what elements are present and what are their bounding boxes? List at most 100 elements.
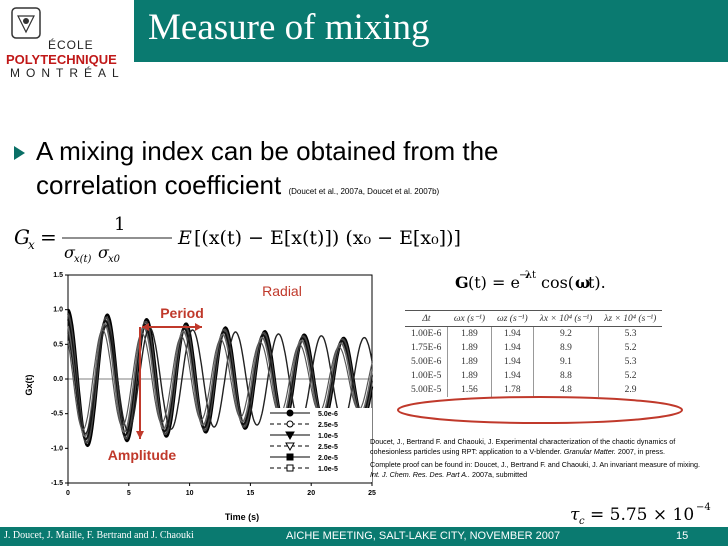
logo-line1: ÉCOLE xyxy=(48,38,94,52)
tau-formula: τ c = 5.75 × 10 −4 xyxy=(570,502,711,527)
svg-text:[(x(t) − E[x(t)]) (x₀ − E[x₀]): [(x(t) − E[x(t)]) (x₀ − E[x₀])] xyxy=(194,227,461,249)
table-cell: 5.2 xyxy=(597,341,663,355)
table-body: 1.00E-6 1.89 1.94 9.2 5.3 1.75E-6 1.89 1.94 8.9 5… xyxy=(405,326,663,397)
school-logo: ÉCOLE POLYTECHNIQUE MONTRÉAL xyxy=(0,0,134,80)
chart-tick-labels: 0 5 10 15 20 25 1.5 1.0 0.5 0.0 -0.5 -1.0 -1.5 xyxy=(51,272,376,497)
y-tick-label: 1.5 xyxy=(53,272,63,279)
chart-legend-items: 5.0e-6 2.5e-5 1.0e-5 2.5e-5 2.0e-5 1.0e-5 xyxy=(270,409,338,473)
footer-bar xyxy=(0,527,728,546)
table-row: 1.00E-5 1.89 1.94 8.8 5.2 xyxy=(405,369,663,383)
table-cell: 8.8 xyxy=(533,369,599,383)
y-tick-label: 1.0 xyxy=(53,307,63,314)
footer-authors: J. Doucet, J. Maille, F. Bertrand and J.… xyxy=(4,530,194,541)
footer-meeting: AICHE MEETING, SALT-LAKE CITY, NOVEMBER … xyxy=(286,530,561,542)
table-cell: 1.89 xyxy=(447,355,492,369)
y-tick-label: 0.5 xyxy=(53,341,63,348)
reference-2-journal: Int. J. Chem. Res. Des. Part A.. xyxy=(370,470,470,479)
svg-text:−: − xyxy=(519,270,527,281)
svg-text:=: = xyxy=(40,225,57,249)
svg-text:x0: x0 xyxy=(108,254,121,265)
svg-text:λ: λ xyxy=(525,270,532,281)
mixing-index-formula: G x = 1 σ x(t) σ x0 E [(x(t) − E[x(t)]) … xyxy=(14,214,461,265)
legend-marker-icon xyxy=(286,409,294,417)
references: Doucet, J., Bertrand F. and Chaouki, J. … xyxy=(370,437,710,480)
reference-1: Doucet, J., Bertrand F. and Chaouki, J. … xyxy=(370,437,710,457)
table-cell: 1.94 xyxy=(490,326,534,341)
chart-annotation-amplitude: Amplitude xyxy=(108,447,177,463)
table-row: 1.00E-6 1.89 1.94 9.2 5.3 xyxy=(405,326,663,341)
svg-text:(t) = e: (t) = e xyxy=(468,273,520,292)
highlight-ellipse xyxy=(397,396,683,424)
reference-1-text: Doucet, J., Bertrand F. and Chaouki, J. … xyxy=(370,437,676,456)
table-cell: 5.00E-5 xyxy=(411,385,442,395)
chart-series-line xyxy=(67,324,373,435)
table-cell: 1.89 xyxy=(447,369,492,383)
chart-legend xyxy=(264,408,372,482)
x-tick-label: 5 xyxy=(127,490,131,497)
y-tick-label: -0.5 xyxy=(51,411,63,418)
title-bar xyxy=(134,0,728,62)
table-row: 5.00E-6 1.89 1.94 9.1 5.3 xyxy=(405,355,663,369)
legend-label: 5.0e-6 xyxy=(318,411,338,418)
svg-text:σ: σ xyxy=(64,243,76,262)
period-arrow-left-icon xyxy=(142,323,149,331)
table-cell: 8.9 xyxy=(533,341,599,355)
crest-icon xyxy=(11,7,41,39)
bullet-arrow-icon xyxy=(14,146,25,160)
legend-marker-icon xyxy=(286,453,294,461)
table-row: 1.75E-6 1.89 1.94 8.9 5.2 xyxy=(405,341,663,355)
table-cell: 2.9 xyxy=(597,383,663,397)
legend-marker-icon xyxy=(286,420,294,428)
legend-marker-icon xyxy=(285,431,295,441)
table-cell: 4.8 xyxy=(533,383,599,397)
reference-2: Complete proof can be found in: Doucet, … xyxy=(370,460,710,480)
table-cell: 1.94 xyxy=(490,341,534,355)
x-tick-label: 0 xyxy=(66,490,70,497)
svg-text:t).: t). xyxy=(588,273,606,292)
reference-1-tail: 2007, in press. xyxy=(615,447,665,456)
reference-2-text: Complete proof can be found in: Doucet, … xyxy=(370,460,701,469)
svg-text:c: c xyxy=(579,516,585,527)
parameter-table: Δt ωx (s⁻¹) ωz (s⁻¹) λx × 10⁴ (s⁻¹) λz × 10⁴… xyxy=(405,310,663,397)
svg-text:σ: σ xyxy=(98,243,110,262)
svg-text:−4: −4 xyxy=(696,502,711,513)
table-cell: 5.00E-6 xyxy=(411,357,442,367)
table-cell: 1.56 xyxy=(447,383,492,397)
svg-text:E: E xyxy=(177,227,192,249)
table-cell: 1.00E-5 xyxy=(411,371,442,381)
parameter-table-container: Δt ωx (s⁻¹) ωz (s⁻¹) λx × 10⁴ (s⁻¹) λz × 10⁴… xyxy=(405,310,695,397)
legend-label: 2.5e-5 xyxy=(318,422,338,429)
svg-text:t: t xyxy=(532,270,536,281)
chart-annotation-radial: Radial xyxy=(262,283,302,299)
table-header-row: Δt ωx (s⁻¹) ωz (s⁻¹) λx × 10⁴ (s⁻¹) λz × 10⁴… xyxy=(405,310,663,327)
table-cell: 1.75E-6 xyxy=(411,343,442,353)
svg-text:G: G xyxy=(14,225,30,249)
bullet-line1: A mixing index can be obtained from the xyxy=(36,136,499,166)
svg-text:cos(: cos( xyxy=(541,273,574,292)
svg-text:ω: ω xyxy=(575,273,590,292)
table-header-cell: λz × 10⁴ (s⁻¹) xyxy=(598,310,663,327)
slide-title: Measure of mixing xyxy=(148,7,430,48)
table-cell: 1.78 xyxy=(490,383,534,397)
correlation-formula: G (t) = e − λ t cos( ω t). xyxy=(455,270,606,292)
bullet-citation: (Doucet et al., 2007a, Doucet et al. 200… xyxy=(288,187,440,196)
legend-marker-icon xyxy=(286,464,294,472)
chart-y-label: Gx(t) xyxy=(24,375,34,396)
legend-label: 2.0e-5 xyxy=(318,455,338,462)
chart-annotation-period: Period xyxy=(160,305,204,321)
x-tick-label: 25 xyxy=(368,490,376,497)
y-tick-label: -1.0 xyxy=(51,445,63,452)
footer-page-number: 15 xyxy=(676,530,689,542)
table-cell: 1.94 xyxy=(490,355,534,369)
table-cell: 5.2 xyxy=(597,369,663,383)
correlation-chart: 0 5 10 15 20 25 1.5 1.0 0.5 0.0 -0.5 -1.0 -1.5 Time … xyxy=(24,272,376,522)
table-header-cell: ωx (s⁻¹) xyxy=(447,310,492,327)
svg-text:1: 1 xyxy=(114,214,125,235)
y-tick-label: 0.0 xyxy=(53,376,63,383)
svg-text:= 5.75 × 10: = 5.75 × 10 xyxy=(590,505,694,525)
svg-text:τ: τ xyxy=(570,505,580,525)
table-header-cell: λx × 10⁴ (s⁻¹) xyxy=(533,310,599,327)
table-cell: 5.3 xyxy=(597,326,663,341)
y-tick-label: -1.5 xyxy=(51,480,63,487)
legend-label: 1.0e-5 xyxy=(318,433,338,440)
